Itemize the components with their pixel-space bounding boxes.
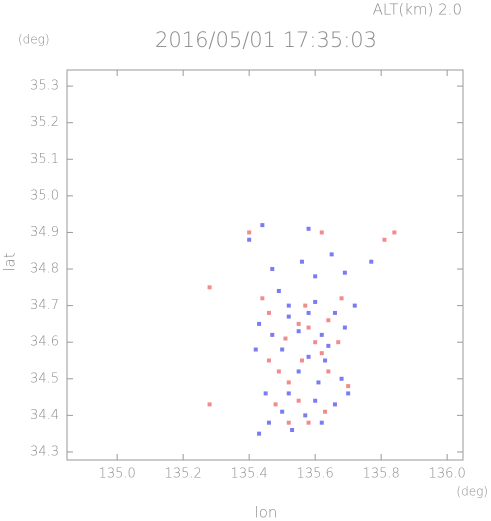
echo-point	[303, 303, 308, 308]
echo-point	[306, 354, 311, 359]
echo-point	[247, 230, 252, 235]
echo-point	[299, 358, 304, 363]
echo-point	[296, 398, 301, 403]
echo-point	[319, 351, 324, 356]
echo-point	[296, 329, 301, 334]
echo-point	[296, 369, 301, 374]
echo-point	[303, 413, 308, 418]
echo-point	[369, 259, 374, 264]
echo-point	[326, 369, 331, 374]
echo-point	[286, 420, 291, 425]
echo-point	[313, 340, 318, 345]
echo-point	[280, 347, 285, 352]
echo-point	[313, 299, 318, 304]
chart-title: 2016/05/01 17:35:03	[155, 28, 377, 52]
echo-point	[323, 409, 328, 414]
echo-point	[342, 325, 347, 330]
echo-point	[313, 274, 318, 279]
y-unit: (deg)	[18, 33, 50, 47]
echo-point	[257, 431, 262, 436]
echo-point	[270, 332, 275, 337]
echo-point	[306, 226, 311, 231]
echo-point	[382, 237, 387, 242]
echo-point	[332, 310, 337, 315]
x-tick-label: 135.4	[231, 467, 268, 482]
echo-point	[273, 402, 278, 407]
echo-point	[329, 252, 334, 257]
echo-point	[247, 237, 252, 242]
y-tick-label: 34.9	[30, 225, 59, 240]
y-tick-label: 34.4	[30, 408, 59, 423]
y-axis-label: lat	[1, 252, 19, 271]
x-tick-label: 135.0	[99, 467, 136, 482]
echo-point	[352, 303, 357, 308]
plot-frame	[66, 69, 464, 461]
echo-point	[260, 223, 265, 228]
echo-point	[306, 325, 311, 330]
echo-point	[290, 428, 295, 432]
echo-point	[346, 384, 351, 389]
echo-point	[319, 230, 324, 235]
echo-point	[339, 376, 344, 381]
echo-point	[296, 321, 301, 326]
echo-point	[286, 314, 291, 319]
echo-point	[313, 398, 318, 403]
echo-point	[286, 303, 291, 308]
echo-point	[392, 230, 397, 235]
echo-point	[266, 310, 271, 315]
echo-point	[319, 332, 324, 337]
y-tick-label: 34.6	[30, 335, 59, 350]
x-tick-label: 135.6	[297, 467, 334, 482]
echo-point	[276, 369, 281, 374]
y-tick-label: 34.3	[30, 444, 59, 459]
echo-point	[286, 380, 291, 385]
echo-point	[299, 259, 304, 264]
echo-point	[286, 391, 291, 396]
echo-point	[283, 336, 288, 341]
echo-point	[266, 358, 271, 363]
echo-point	[319, 420, 324, 425]
x-tick-label: 136.0	[429, 467, 466, 482]
x-tick-label: 135.2	[165, 467, 202, 482]
echo-point	[336, 340, 341, 345]
echo-point	[326, 343, 331, 348]
echo-point	[263, 391, 268, 396]
echo-point	[280, 409, 285, 414]
echo-point	[306, 310, 311, 315]
echo-point	[326, 318, 331, 323]
echo-point	[207, 402, 212, 407]
y-tick-label: 34.7	[30, 298, 59, 313]
altitude-label: ALT(km) 2.0	[373, 1, 462, 19]
echo-point	[346, 391, 351, 396]
echo-point	[270, 267, 275, 272]
y-tick-label: 34.5	[30, 371, 59, 386]
y-tick-label: 35.1	[30, 152, 59, 167]
echo-point	[253, 347, 258, 352]
y-tick-label: 35.0	[30, 188, 59, 203]
echo-point	[332, 402, 337, 407]
y-tick-label: 35.2	[30, 115, 59, 130]
echo-point	[266, 420, 271, 425]
echo-point	[316, 380, 321, 385]
x-tick-label: 135.8	[363, 467, 400, 482]
echo-point	[260, 296, 265, 301]
echo-point	[342, 270, 347, 275]
echo-point	[257, 321, 262, 326]
y-tick-label: 34.8	[30, 262, 59, 277]
y-tick-label: 35.3	[30, 79, 59, 94]
echo-point	[276, 288, 281, 293]
x-axis-label: lon	[255, 504, 278, 521]
echo-point	[207, 285, 212, 290]
echo-point	[306, 420, 311, 425]
x-unit: (deg)	[456, 485, 488, 499]
echo-point	[323, 358, 328, 363]
echo-point	[339, 296, 344, 301]
